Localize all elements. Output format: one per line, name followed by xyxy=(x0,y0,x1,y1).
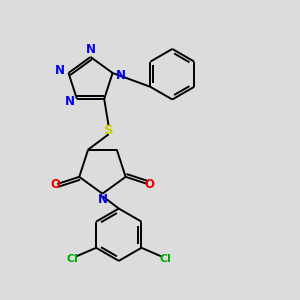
Text: S: S xyxy=(104,124,113,136)
Text: N: N xyxy=(55,64,65,77)
Text: N: N xyxy=(85,43,96,56)
Text: N: N xyxy=(64,95,74,108)
Text: O: O xyxy=(51,178,61,190)
Text: Cl: Cl xyxy=(160,254,171,264)
Text: O: O xyxy=(144,178,154,190)
Text: N: N xyxy=(116,69,126,82)
Text: Cl: Cl xyxy=(66,254,78,264)
Text: N: N xyxy=(98,193,107,206)
